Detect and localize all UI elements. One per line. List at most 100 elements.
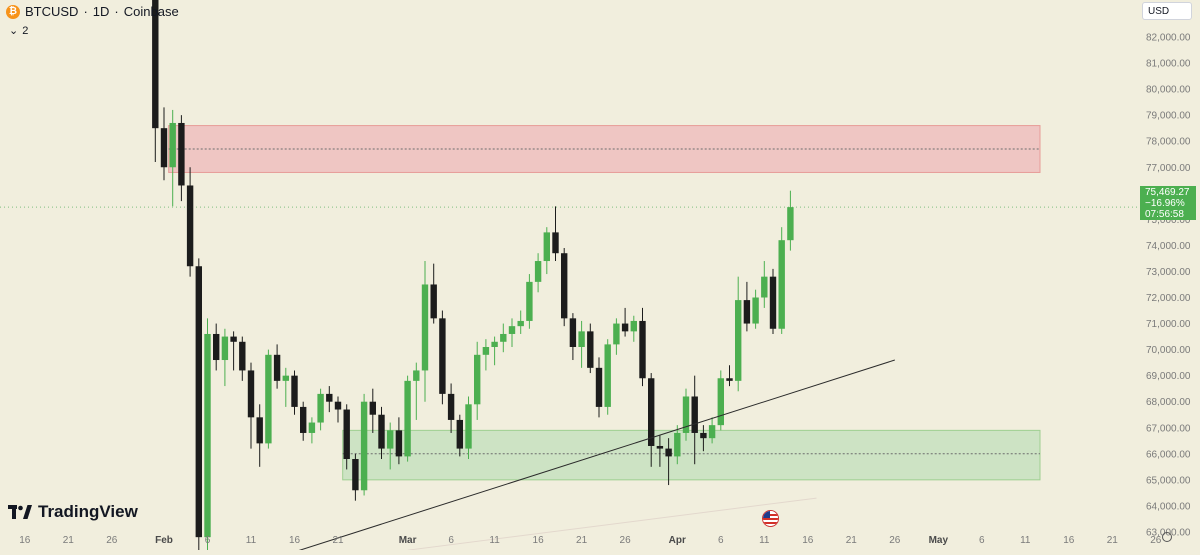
candle-body-up <box>674 432 681 457</box>
candle-body-down <box>230 336 237 342</box>
candle-body-up <box>630 320 637 332</box>
y-axis-tick-label: 73,000.00 <box>1146 267 1191 278</box>
candle-body-down <box>152 0 159 129</box>
gear-icon[interactable] <box>1162 532 1172 542</box>
candle-body-down <box>447 393 455 420</box>
candle-body-down <box>665 448 672 457</box>
y-axis-tick-label: 78,000.00 <box>1146 137 1191 148</box>
y-axis-tick-label: 69,000.00 <box>1146 371 1191 382</box>
candle-body-up <box>682 396 690 433</box>
x-axis-tick-label: 16 <box>289 535 301 546</box>
y-axis-tick-label: 64,000.00 <box>1146 501 1191 512</box>
candle-body-up <box>482 346 490 355</box>
interval-label[interactable]: 1D <box>92 4 110 19</box>
candle-body-up <box>387 430 394 449</box>
candle-body-up <box>282 375 289 381</box>
candle-body-down <box>160 128 168 168</box>
candle-body-down <box>273 354 281 381</box>
chevron-down-icon: ⌄ <box>9 25 19 37</box>
x-axis-tick-label: 21 <box>846 535 858 546</box>
x-axis-tick-label: 6 <box>448 535 454 546</box>
candle-body-down <box>343 409 350 460</box>
candle-body-down <box>439 318 446 394</box>
candle-body-down <box>352 459 359 491</box>
candle-body-up <box>735 300 742 381</box>
x-axis-tick-label: 11 <box>489 535 500 546</box>
currency-selector[interactable]: USD <box>1142 2 1192 20</box>
candle-body-up <box>534 261 542 282</box>
separator-dot: · <box>83 4 88 19</box>
candle-body-down <box>186 185 194 267</box>
x-axis-tick-label: 11 <box>1020 535 1031 546</box>
candle-body-up <box>578 331 585 347</box>
x-axis-tick-label: 16 <box>1063 535 1075 546</box>
candle-body-up <box>308 422 316 433</box>
candle-body-down <box>300 406 307 433</box>
symbol-name[interactable]: BTCUSD <box>25 4 79 19</box>
y-axis-tick-label: 72,000.00 <box>1146 293 1191 304</box>
candle-body-down <box>395 430 403 457</box>
candle-body-down <box>195 266 202 538</box>
indicators-toggle[interactable]: ⌄ 2 <box>9 24 28 38</box>
x-axis-tick-label: 11 <box>759 535 770 546</box>
price-change-percent: −16.96% <box>1145 197 1185 209</box>
support-zone <box>342 429 1041 481</box>
last-price-value: 75,469.27 <box>1145 186 1190 198</box>
candle-body-down <box>213 333 220 361</box>
candle-body-up <box>543 232 550 262</box>
y-axis-tick-label: 71,000.00 <box>1146 319 1191 330</box>
tradingview-logo[interactable]: TradingView <box>8 502 138 522</box>
candle-body-up <box>204 333 211 538</box>
ascending-trendline <box>283 359 895 555</box>
y-axis-tick-label: 74,000.00 <box>1146 241 1191 252</box>
y-axis-tick-label: 80,000.00 <box>1146 85 1191 96</box>
candle-body-up <box>508 326 516 334</box>
candle-body-up <box>221 336 229 361</box>
x-axis-tick-label: 6 <box>979 535 985 546</box>
y-axis-tick-label: 70,000.00 <box>1146 345 1191 356</box>
x-axis-tick-label: 26 <box>620 535 632 546</box>
x-axis-tick-label: May <box>929 535 949 546</box>
y-axis-tick-label: 65,000.00 <box>1146 475 1191 486</box>
candle-body-down <box>369 401 376 415</box>
candle-body-up <box>708 425 716 439</box>
candle-body-up <box>717 378 724 426</box>
y-axis-tick-label: 68,000.00 <box>1146 397 1191 408</box>
candle-body-down <box>430 284 437 319</box>
y-axis-tick-label: 81,000.00 <box>1146 59 1191 70</box>
bitcoin-icon: ₿ <box>6 4 20 19</box>
x-axis-tick-label: Apr <box>669 535 686 546</box>
candle-body-down <box>239 341 246 371</box>
x-axis-tick-label: 21 <box>576 535 588 546</box>
candle-body-down <box>334 401 342 410</box>
candle-body-down <box>326 393 333 402</box>
candle-body-down <box>552 232 559 254</box>
candle-body-up <box>317 393 324 423</box>
us-flag-icon-graphic <box>763 511 778 526</box>
currency-label: USD <box>1148 5 1170 17</box>
y-axis-tick-label: 82,000.00 <box>1146 33 1191 44</box>
candle-body-down <box>700 432 707 439</box>
candle-body-up <box>421 284 429 371</box>
candle-body-up <box>787 207 794 241</box>
candle-body-down <box>595 367 603 407</box>
candle-body-up <box>752 297 759 324</box>
x-axis-tick-label: 6 <box>205 535 211 546</box>
y-axis-tick-label: 75,000.00 <box>1146 215 1191 226</box>
x-axis-tick-label: 21 <box>1107 535 1119 546</box>
candle-body-up <box>265 354 272 444</box>
candle-body-down <box>456 419 463 449</box>
x-axis-tick-label: 26 <box>1150 535 1162 546</box>
candle-body-up <box>526 281 533 321</box>
faint-trend-line <box>407 497 817 551</box>
y-axis-tick-label: 66,000.00 <box>1146 449 1191 460</box>
candle-body-up <box>404 380 411 457</box>
candle-body-up <box>465 404 472 449</box>
x-axis-tick-label: 16 <box>19 535 31 546</box>
candle-body-up <box>413 370 420 381</box>
symbol-header[interactable]: ₿ BTCUSD · 1D · Coinbase <box>6 4 179 19</box>
candle-body-down <box>656 445 664 449</box>
us-flag-icon[interactable] <box>762 510 779 527</box>
